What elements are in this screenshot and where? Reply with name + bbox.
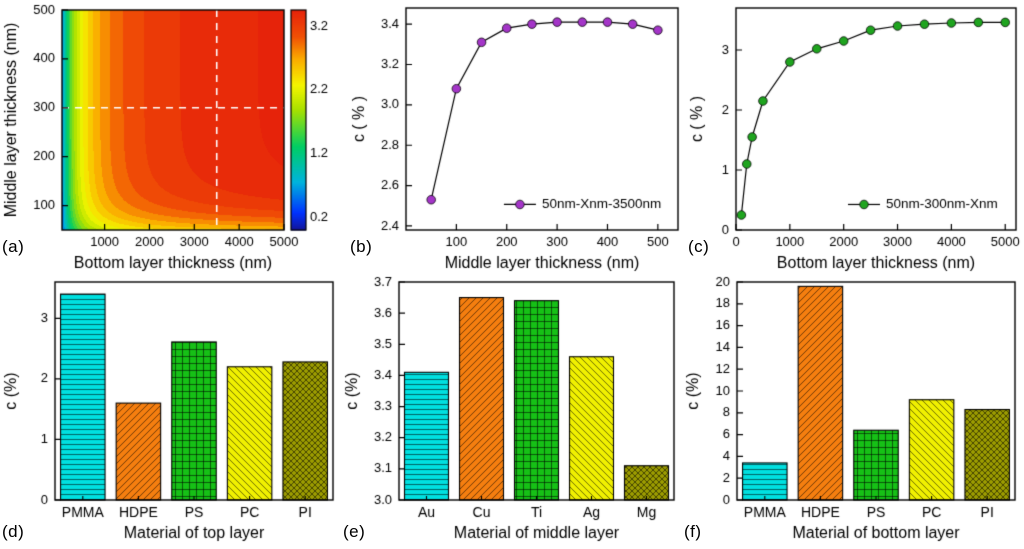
panel-label-a: (a) (2, 237, 25, 256)
panel-e: (e) (341, 272, 682, 549)
bar-chart-e-canvas (341, 272, 682, 549)
heatmap-a-canvas (0, 0, 348, 272)
panel-label-b: (b) (350, 237, 373, 256)
panel-f: (f) (682, 272, 1024, 549)
panel-label-c: (c) (688, 237, 710, 256)
bar-chart-f-canvas (682, 272, 1024, 549)
line-chart-b-canvas (348, 0, 686, 272)
bar-chart-d-canvas (0, 272, 341, 549)
panel-label-e: (e) (343, 522, 366, 541)
panel-b: (b) (348, 0, 686, 272)
panel-label-d: (d) (2, 522, 25, 541)
panel-label-f: (f) (684, 522, 702, 541)
line-chart-c-canvas (686, 0, 1024, 272)
panel-c: (c) (686, 0, 1024, 272)
panel-d: (d) (0, 272, 341, 549)
panel-a: (a) (0, 0, 348, 272)
